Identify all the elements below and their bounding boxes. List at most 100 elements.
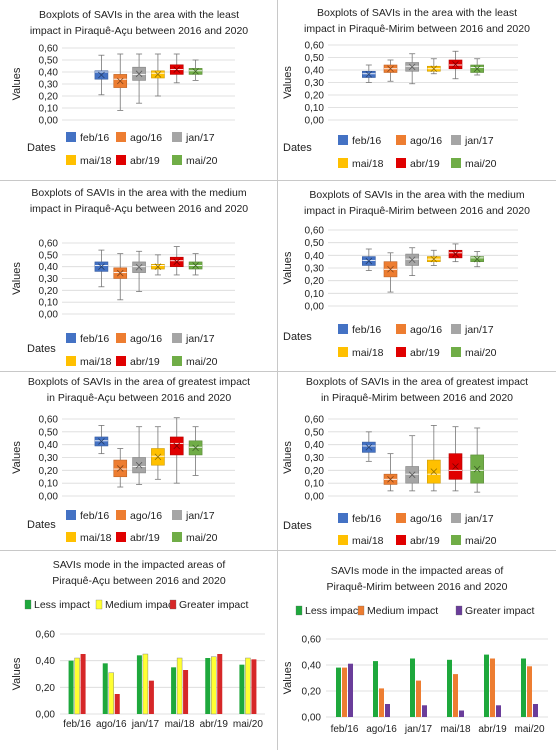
box-abr/19 — [448, 426, 463, 492]
legend-swatch — [396, 513, 406, 523]
box-abr/19 — [448, 243, 463, 263]
chart-title-line: SAVIs mode in the impacted areas of — [53, 559, 226, 571]
box-mean-marker — [135, 70, 143, 78]
y-axis-label: Values — [11, 262, 23, 295]
bar-medium-impact — [142, 653, 149, 715]
legend-swatch — [451, 158, 461, 168]
legend-swatch — [169, 599, 177, 610]
y-tick-label: 0,20 — [305, 466, 325, 477]
legend-swatch — [116, 155, 126, 165]
legend-label: jan/17 — [185, 510, 215, 522]
box-mean-marker — [387, 476, 394, 483]
x-tick-label: feb/16 — [63, 719, 91, 730]
x-axis-label: Dates — [27, 343, 56, 355]
box-mean-marker — [116, 269, 124, 277]
legend-label: feb/16 — [80, 510, 109, 522]
legend-swatch — [396, 347, 406, 357]
y-tick-label: 0,50 — [39, 56, 59, 67]
box-mean-marker — [154, 263, 162, 270]
y-tick-label: 0,50 — [305, 53, 325, 64]
box-feb/16 — [94, 425, 109, 455]
y-tick-label: 0,40 — [302, 661, 322, 672]
chart-title-line: Boxplots of SAVIs in the area of greates… — [306, 376, 528, 388]
chart-acu_least: Boxplots of SAVIs in the area with the l… — [11, 9, 248, 167]
legend-swatch — [455, 605, 463, 616]
legend-label: Greater impact — [179, 599, 249, 611]
chart-title-line: Boxplots of SAVIs in the area with the m… — [309, 189, 524, 201]
box-mean-marker — [473, 465, 481, 473]
legend-label: Medium impact — [367, 605, 438, 617]
box-mean-marker — [387, 65, 394, 73]
legend-swatch — [338, 347, 348, 357]
y-tick-label: 0,00 — [302, 713, 322, 724]
legend-swatch — [451, 513, 461, 523]
bar-less-impact — [373, 661, 378, 717]
box-mean-marker — [452, 61, 459, 68]
legend-label: Less impact — [305, 605, 361, 617]
bar-less-impact — [136, 655, 142, 714]
y-tick-label: 0,10 — [39, 479, 59, 490]
legend-label: feb/16 — [352, 513, 381, 525]
chart-mirim_greatest: Boxplots of SAVIs in the area of greates… — [282, 376, 528, 547]
bar-less-impact — [410, 658, 415, 717]
y-tick-label: 0,20 — [39, 286, 59, 297]
y-tick-label: 0,50 — [305, 427, 325, 438]
bar-greater-impact — [348, 663, 353, 717]
box-mean-marker — [365, 257, 373, 265]
legend-label: mai/18 — [80, 532, 112, 544]
legend-swatch — [396, 535, 406, 545]
panel-divider-row2 — [0, 371, 556, 372]
bar-less-impact — [239, 664, 245, 714]
y-tick-label: 0,30 — [305, 453, 325, 464]
chart-title-line: Boxplots of SAVIs in the area of greates… — [28, 376, 250, 388]
bar-medium-impact — [245, 657, 251, 715]
box-mean-marker — [154, 71, 162, 78]
box-ago/16 — [113, 253, 128, 301]
y-tick-label: 0,40 — [36, 656, 56, 667]
legend-label: jan/17 — [185, 132, 215, 144]
legend-label: ago/16 — [410, 135, 442, 147]
y-axis-label: Values — [11, 657, 23, 690]
legend-swatch — [451, 135, 461, 145]
legend-swatch — [172, 510, 182, 520]
box-mean-marker — [430, 65, 438, 73]
legend-label: abr/19 — [410, 535, 440, 547]
y-tick-label: 0,40 — [305, 251, 325, 262]
x-tick-label: jan/17 — [404, 724, 433, 735]
legend-label: mai/20 — [186, 356, 218, 368]
chart-title-line: in Piraquê-Açu between 2016 and 2020 — [47, 392, 232, 404]
box-mean-marker — [192, 444, 199, 452]
legend-label: ago/16 — [410, 513, 442, 525]
box-jan/17 — [405, 53, 419, 85]
y-axis-label: Values — [11, 67, 23, 100]
bar-medium-impact — [453, 674, 458, 717]
box-jan/17 — [405, 247, 419, 276]
y-tick-label: 0,10 — [39, 298, 59, 309]
legend-label: jan/17 — [464, 324, 494, 336]
legend-label: mai/18 — [352, 158, 384, 170]
bar-less-impact — [521, 658, 526, 717]
legend-swatch — [338, 158, 348, 168]
box-mean-marker — [473, 65, 481, 73]
y-tick-label: 0,40 — [305, 440, 325, 451]
box-mean-marker — [430, 468, 438, 475]
box-mean-marker — [173, 66, 181, 73]
y-axis-label: Values — [282, 661, 294, 694]
bar-greater-impact — [496, 705, 501, 717]
y-tick-label: 0,30 — [39, 274, 59, 285]
box-ago/16 — [383, 59, 398, 82]
bar-greater-impact — [251, 659, 257, 714]
bar-medium-impact — [108, 672, 114, 715]
bar-medium-impact — [176, 657, 183, 715]
box-abr/19 — [169, 246, 184, 276]
y-tick-label: 0,20 — [39, 466, 59, 477]
legend-label: ago/16 — [130, 333, 162, 345]
bar-medium-impact — [416, 680, 421, 717]
legend-label: abr/19 — [130, 532, 160, 544]
legend-swatch — [66, 132, 76, 142]
bar-greater-impact — [533, 704, 538, 717]
legend-label: mai/20 — [465, 347, 497, 359]
legend-label: Medium impact — [105, 599, 176, 611]
chart-title-line: Piraquê-Mirim between 2016 and 2020 — [327, 581, 508, 593]
